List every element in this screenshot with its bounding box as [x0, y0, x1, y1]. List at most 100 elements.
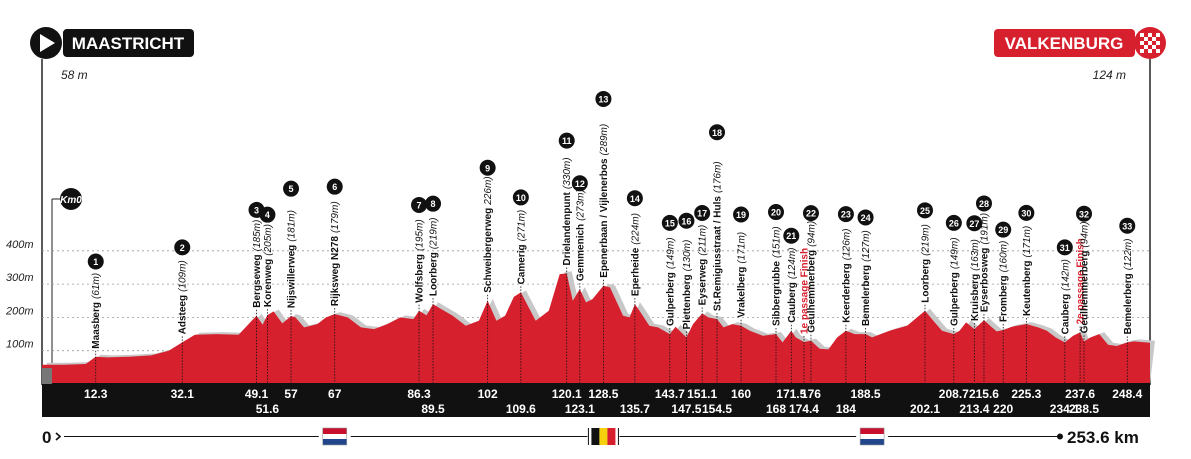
climb-altitude: (179m) [330, 201, 341, 233]
climb-number: 21 [786, 231, 796, 241]
km-label-top: 32.1 [171, 387, 195, 401]
climb-marker: Epenerbaan / Vijlenerbos (289m) 13 [595, 90, 612, 384]
checker-square [1156, 41, 1160, 45]
climb-altitude: (94m) [806, 221, 817, 247]
climb-number-badge [326, 178, 343, 195]
climb-markers: Maasberg (61m) 1 Adsteeg (109m) 2 Bergseweg (18… [87, 90, 1136, 384]
climb-altitude: (163m) [970, 239, 981, 271]
climb-label: Cauberg (142m) [1060, 259, 1071, 334]
climb-name: Geulhemmerberg [806, 250, 817, 333]
km-label-top: 67 [328, 387, 342, 401]
climb-name: Loorberg [920, 259, 931, 303]
climb-name: Plettenberg [682, 274, 693, 329]
finish-badge: VALKENBURG 124 m [994, 27, 1166, 82]
climb-number: 8 [431, 199, 436, 209]
country-flags [318, 427, 889, 446]
climb-marker: Gemmenich (273m)12 [571, 175, 588, 384]
climb-number-badge [995, 221, 1012, 238]
climb-label: Camerig (271m) [516, 210, 527, 285]
distance-line: 0 253.6 km [42, 428, 1139, 447]
climb-number-badge [783, 227, 800, 244]
climb-number: 24 [861, 213, 871, 223]
climb-number: 9 [485, 163, 490, 173]
climb-altitude: (330m) [562, 157, 573, 189]
climb-marker: Keerderberg (126m) 23 [837, 206, 854, 384]
climb-marker: Nijswillerweg (181m) 5 [283, 180, 300, 384]
climb-name: Camerig [516, 244, 527, 284]
climb-number-badge [694, 205, 711, 222]
flag-stripe [860, 434, 885, 439]
climb-altitude: (109m) [178, 260, 189, 292]
climb-label: Gulperberg (149m) [949, 237, 960, 326]
climb-label: Gulperberg (149m) [665, 237, 676, 326]
checker-square [1152, 45, 1156, 49]
climb-number: 5 [289, 184, 294, 194]
km-label-bottom: 238.5 [1069, 402, 1099, 416]
y-tick-label: 100m [6, 339, 34, 351]
climb-number: 20 [771, 208, 781, 218]
climb-number: 10 [516, 193, 526, 203]
km0-circle [60, 188, 82, 210]
km-labels: 12.3 32.1 49.1 57 67 86.3 102 120.1 128.5 143.7 15… [84, 387, 1143, 416]
km0-badge: Km0 [51, 188, 82, 370]
climb-altitude: (149m) [665, 237, 676, 269]
climb-altitude: (122m) [1123, 239, 1134, 271]
climb-marker: Eperheide (224m) 14 [626, 190, 643, 384]
climb-marker: St.Remigiusstraat / Huls (176m) 18 [709, 124, 726, 384]
climb-number: 28 [979, 199, 989, 209]
km-label-bottom: 89.5 [421, 402, 445, 416]
start-name: MAASTRICHT [72, 34, 185, 53]
climb-marker: Bemelerberg (122m) 33 [1119, 217, 1136, 384]
km-bar [42, 383, 1150, 417]
flag-belgium-icon [587, 427, 620, 446]
climb-marker: Geulhemmerberg (94m) 22 [802, 205, 819, 384]
y-tick-label: 300m [6, 272, 34, 284]
km-label-top: 188.5 [851, 387, 881, 401]
climb-number: 30 [1021, 208, 1031, 218]
climb-marker: Rijksweg N278 (179m) 6 [326, 178, 343, 384]
climb-label: Epenerbaan / Vijlenerbos (289m) [599, 124, 610, 278]
climb-number-badge [1018, 204, 1035, 221]
climb-altitude: (171m) [737, 232, 748, 264]
climb-number-badge [558, 132, 575, 149]
flag-netherlands-icon [856, 427, 889, 446]
climb-label: Cauberg (124m) [787, 247, 798, 322]
climb-number-badge [259, 206, 276, 223]
climb-label: Loorberg (219m) [429, 218, 440, 297]
climb-marker: Eyserweg (211m) 17 [694, 205, 711, 384]
climb-name: Kruisberg [970, 274, 981, 321]
climb-name: 1e passage Finish [799, 248, 810, 334]
climb-name: 2e passage Finish [1076, 238, 1087, 324]
climb-marker: 2e passage Finish [1076, 238, 1087, 384]
climb-marker: Adsteeg (109m) 2 [174, 239, 191, 384]
climb-label: Geulhemmerberg (94m) [806, 221, 817, 333]
climb-name: Sibbergrubbe [772, 261, 783, 326]
climb-number-badge [87, 253, 104, 270]
km-label-top: 12.3 [84, 387, 108, 401]
km-label-top: 176 [801, 387, 821, 401]
climb-number: 11 [562, 136, 572, 146]
km-label-bottom: 109.6 [506, 402, 536, 416]
climb-number: 33 [1122, 221, 1132, 231]
climb-number-badge [916, 202, 933, 219]
climb-name: Keerderberg [841, 263, 852, 322]
y-axis-ticks: 100m 200m 300m 400m [5, 239, 34, 351]
climb-altitude: (149m) [949, 237, 960, 269]
climb-name: Eyserbosweg [979, 248, 990, 312]
climb-name: Wolfsberg [415, 254, 426, 303]
climb-number-badge [837, 206, 854, 223]
climb-name: Bemelerberg [1123, 273, 1134, 334]
climb-label: Bemelerberg (122m) [1123, 239, 1134, 335]
km-label-top: 120.1 [552, 387, 582, 401]
climb-name: Epenerbaan / Vijlenerbos [599, 158, 610, 278]
climb-label: Drielandenpunt (330m) [562, 157, 573, 265]
km0-label: Km0 [60, 195, 82, 206]
km-label-top: 86.3 [407, 387, 431, 401]
climb-altitude: (126m) [841, 229, 852, 261]
climb-number-badge [425, 195, 442, 212]
climb-marker: Cauberg (142m) 31 [1056, 239, 1073, 384]
climb-number-badge [678, 212, 695, 229]
km-label-bottom: 174.4 [789, 402, 819, 416]
climb-number-badge [626, 190, 643, 207]
climb-number: 13 [598, 94, 608, 104]
